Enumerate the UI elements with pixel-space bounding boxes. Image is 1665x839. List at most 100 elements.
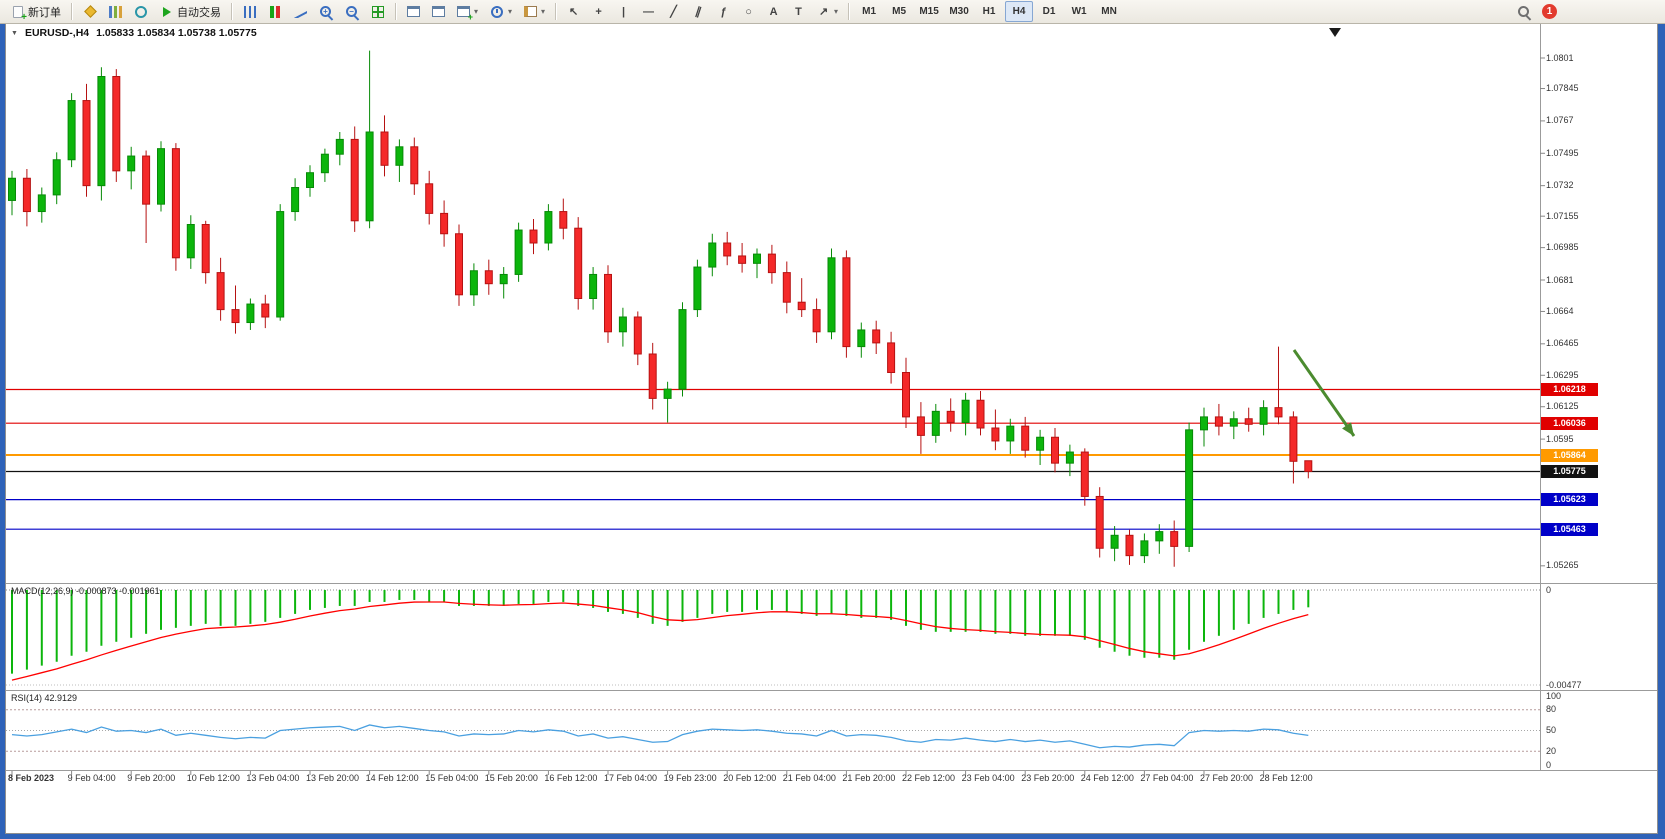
cursor-button[interactable]: ↖	[562, 1, 585, 22]
candle	[186, 215, 195, 269]
timeframe-m5-button[interactable]: M5	[892, 6, 907, 17]
new-chart-button[interactable]: ▾	[452, 1, 483, 22]
candlestick-chart-button[interactable]	[264, 1, 287, 22]
arrow-icon: ↗	[818, 6, 829, 18]
price-axis-label: 1.0681	[1546, 274, 1574, 285]
community-button[interactable]	[129, 1, 153, 22]
shapes-button[interactable]: ○	[737, 1, 760, 22]
cascade-windows-button[interactable]	[402, 1, 425, 22]
price-axis-label: 1.0801	[1546, 52, 1574, 63]
timeframe-mn-button[interactable]: MN	[1101, 6, 1117, 17]
templates-button[interactable]: ▾	[519, 1, 550, 22]
price-axis-label: 1.06125	[1546, 401, 1579, 412]
notification-badge[interactable]: 1	[1542, 4, 1557, 19]
timeframe-h1-button[interactable]: H1	[982, 6, 996, 17]
candle	[797, 278, 806, 317]
toolbar-separator	[231, 3, 233, 20]
timeframe-d1-button[interactable]: D1	[1042, 6, 1056, 17]
line-chart-button[interactable]	[289, 1, 312, 22]
crosshair-button[interactable]: +	[587, 1, 610, 22]
candle	[514, 222, 523, 282]
new-order-icon	[13, 5, 27, 23]
text-button[interactable]: A	[762, 1, 785, 22]
candle	[410, 137, 419, 195]
price-tag: 1.05864	[1541, 448, 1598, 462]
candle	[738, 243, 747, 273]
time-axis-label: 21 Feb 04:00	[782, 773, 836, 783]
candle	[1095, 487, 1104, 558]
time-axis-label: 17 Feb 04:00	[604, 773, 658, 783]
candle	[723, 231, 732, 266]
toolbar-separator	[71, 3, 73, 20]
candle	[1155, 524, 1164, 554]
search-button[interactable]	[1512, 1, 1536, 22]
candle	[827, 248, 836, 340]
time-axis-label: 15 Feb 04:00	[425, 773, 479, 783]
time-axis-label: 13 Feb 20:00	[306, 773, 360, 783]
price-axis-label: 1.07155	[1546, 210, 1579, 221]
candle	[261, 294, 270, 329]
time-axis[interactable]: 8 Feb 2023 9 Feb 04:00 9 Feb 20:00 10 Feb 1…	[6, 771, 1540, 789]
macd-signal-line	[11, 601, 1309, 681]
candle	[276, 204, 285, 321]
macd-pane-label: MACD(12,26,9) -0.000873 -0.001961	[11, 586, 160, 596]
toolbar-separator	[395, 3, 397, 20]
arrows-button[interactable]: ↗ ▾	[812, 1, 843, 22]
auto-trading-play-icon	[163, 6, 171, 17]
timeframe-w1-button[interactable]: W1	[1071, 6, 1087, 17]
chart-shift-marker-icon[interactable]	[1329, 28, 1341, 37]
candle	[157, 141, 165, 212]
trendline-button[interactable]: ╱	[662, 1, 685, 22]
rsi-indicator	[6, 709, 1540, 752]
timeframe-m15-button[interactable]: M15	[919, 6, 939, 17]
candle	[753, 248, 761, 279]
periods-button[interactable]: ▾	[485, 1, 517, 22]
market-watch-button[interactable]	[78, 1, 102, 22]
time-axis-label: 20 Feb 12:00	[723, 773, 777, 783]
candle	[574, 217, 583, 310]
one-click-expander-icon[interactable]: ▼	[11, 29, 18, 37]
candle	[857, 322, 866, 358]
zoom-out-button[interactable]	[340, 1, 364, 22]
timeframe-h4-button[interactable]: H4	[1005, 1, 1034, 22]
price-axis-label: 1.0767	[1546, 115, 1574, 126]
horizontal-lines[interactable]	[6, 388, 1540, 530]
channel-icon: ∥	[693, 5, 703, 19]
price-axis[interactable]: 1.0801 1.07845 1.0767 1.07495 1.0732 1.07155 1…	[1541, 24, 1657, 790]
candle	[440, 200, 449, 247]
search-icon	[1517, 5, 1531, 19]
time-axis-label: 21 Feb 20:00	[842, 773, 896, 783]
trendline-icon: ╱	[670, 6, 677, 18]
candle	[306, 165, 314, 197]
auto-trading-button-label: 自动交易	[177, 6, 221, 19]
zoom-in-button[interactable]	[314, 1, 338, 22]
candle	[678, 302, 687, 397]
chart-canvas[interactable]	[6, 24, 1657, 833]
dropdown-caret-icon: ▾	[474, 7, 479, 16]
candle	[171, 143, 180, 271]
vertical-line-button[interactable]: |	[612, 1, 635, 22]
price-tag: 1.06036	[1541, 416, 1598, 430]
time-axis-label: 28 Feb 12:00	[1259, 773, 1313, 783]
charts-button[interactable]	[104, 1, 127, 22]
time-axis-label: 10 Feb 12:00	[186, 773, 240, 783]
new-order-button[interactable]: 新订单	[6, 1, 66, 23]
horizontal-line-button[interactable]: —	[637, 1, 660, 22]
candle	[931, 403, 940, 443]
arrow-annotation[interactable]	[1292, 349, 1356, 437]
arrange-windows-button[interactable]	[427, 1, 450, 22]
dropdown-caret-icon: ▾	[508, 7, 513, 16]
timeframe-m1-button[interactable]: M1	[862, 6, 877, 17]
fibonacci-button[interactable]: ƒ	[712, 1, 735, 22]
candle	[1244, 407, 1253, 432]
tile-windows-button[interactable]	[366, 1, 390, 22]
pane-splitters[interactable]	[6, 24, 1657, 771]
timeframe-m30-button[interactable]: M30	[949, 6, 969, 17]
auto-trading-button[interactable]: 自动交易	[155, 1, 226, 22]
bar-chart-button[interactable]	[238, 1, 262, 22]
dropdown-caret-icon: ▾	[541, 7, 546, 16]
toolbar-separator	[848, 3, 851, 20]
label-button[interactable]: T	[787, 1, 810, 22]
candle	[1170, 520, 1179, 567]
channel-button[interactable]: ∥	[687, 1, 710, 22]
